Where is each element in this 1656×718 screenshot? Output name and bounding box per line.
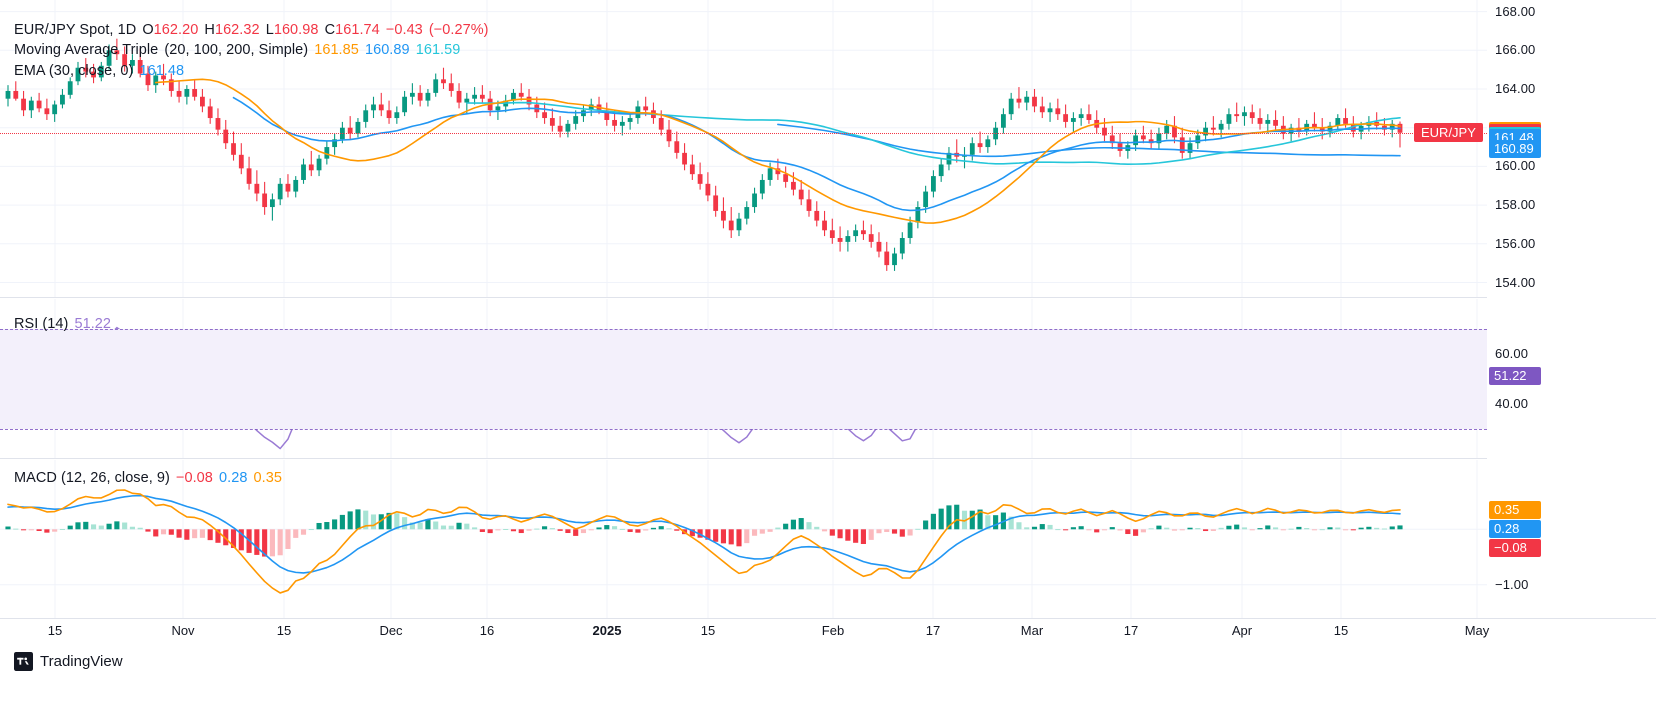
macd-line-value: 0.35 [253, 470, 282, 486]
price-axis-tick: 166.00 [1495, 42, 1536, 58]
time-axis-label: Dec [379, 623, 403, 638]
rsi-axis-tick: 60.00 [1495, 346, 1529, 361]
macd-legend-name: MACD (12, 26, close, 9) [14, 470, 170, 486]
rsi-overbought-line [0, 329, 1487, 330]
price-axis-value-tag: 160.89 [1489, 140, 1541, 159]
time-axis[interactable]: 15 Nov 15 Dec 16 2025 15 Feb 17 Mar 17 Apr 15 May [0, 619, 1656, 649]
legend-close-value: 161.74 [335, 22, 380, 38]
price-axis-tick: 156.00 [1495, 235, 1536, 251]
ma-legend-name: Moving Average Triple [14, 42, 159, 58]
legend-low-value: 160.98 [273, 22, 319, 38]
time-axis-label: 15 [47, 623, 63, 638]
rsi-axis[interactable]: 60.00 40.00 51.22 [1487, 299, 1656, 459]
symbol-legend[interactable]: EUR/JPY Spot, 1D O162.20 H162.32 L160.98… [14, 22, 489, 38]
tradingview-branding[interactable]: TradingView [14, 652, 123, 671]
pane-divider-rsi-macd [0, 458, 1487, 459]
macd-axis-tick: −1.00 [1495, 576, 1529, 592]
current-price-line [0, 132, 1487, 134]
time-axis-label: 17 [925, 623, 941, 638]
time-axis-label: Mar [1020, 623, 1044, 638]
symbol-price-tag: EUR/JPY [1414, 122, 1483, 142]
time-axis-label: 15 [1333, 623, 1349, 638]
ma-indicator-legend[interactable]: Moving Average Triple (20, 100, 200, Sim… [14, 42, 460, 58]
tradingview-logo-icon [14, 652, 33, 671]
ema-value: 161.48 [139, 63, 185, 79]
price-axis-tick: 164.00 [1495, 81, 1536, 96]
macd-series-svg [0, 460, 1487, 618]
ema-indicator-legend[interactable]: EMA (30, close, 0) 161.48 [14, 63, 184, 79]
time-axis-label: Nov [171, 623, 195, 638]
time-axis-label: 15 [276, 623, 292, 638]
price-pane[interactable]: EUR/JPY 168.00166.00164.00162.00160.0015… [0, 0, 1656, 298]
macd-indicator-legend[interactable]: MACD (12, 26, close, 9) −0.08 0.28 0.35 [14, 470, 282, 486]
price-axis[interactable]: 168.00166.00164.00162.00160.00158.00156.… [1487, 0, 1656, 298]
ma-value-100: 160.89 [364, 42, 410, 58]
rsi-oversold-line [0, 429, 1487, 430]
legend-high-label: H [204, 22, 215, 38]
ma-value-20: 161.85 [314, 42, 359, 58]
time-axis-label: 16 [479, 623, 495, 638]
ema-legend-name: EMA (30, close, 0) [14, 63, 134, 79]
rsi-plot-area[interactable] [0, 299, 1487, 459]
legend-low-label: L [265, 22, 274, 38]
legend-change-percent: (−0.27%) [428, 22, 489, 38]
legend-open-value: 162.20 [153, 22, 199, 38]
rsi-indicator-legend[interactable]: RSI (14) 51.22 [14, 316, 111, 332]
macd-axis-value-tag: −0.08 [1489, 538, 1541, 557]
macd-axis[interactable]: −1.00 0.35 0.28 −0.08 [1487, 460, 1656, 618]
time-axis-label: 15 [700, 623, 716, 638]
price-axis-tick: 154.00 [1495, 274, 1536, 290]
legend-open-label: O [142, 22, 154, 38]
macd-axis-value-tag: 0.35 [1489, 500, 1541, 519]
price-axis-tick: 160.00 [1495, 158, 1536, 174]
legend-close-label: C [324, 22, 336, 38]
price-series-svg [0, 0, 1487, 298]
time-axis-label: Feb [821, 623, 845, 638]
pane-divider-price-rsi [0, 297, 1487, 298]
time-axis-label: 2025 [592, 623, 622, 638]
rsi-pane[interactable]: 60.00 40.00 51.22 RSI (14) 51.22 [0, 299, 1656, 459]
rsi-value: 51.22 [74, 316, 112, 332]
price-axis-tick: 168.00 [1495, 3, 1536, 19]
legend-high-value: 162.32 [214, 22, 260, 38]
time-axis-border [0, 618, 1656, 619]
ma-value-200: 161.59 [415, 42, 461, 58]
rsi-axis-value-tag: 51.22 [1489, 367, 1541, 385]
macd-signal-value: 0.28 [219, 470, 248, 486]
legend-change: −0.43 [385, 22, 423, 38]
macd-axis-value-tag: 0.28 [1489, 519, 1541, 538]
legend-symbol-title: EUR/JPY Spot, 1D [14, 22, 137, 38]
rsi-axis-tick: 40.00 [1495, 396, 1529, 411]
tradingview-wordmark: TradingView [40, 653, 123, 670]
ma-legend-params: (20, 100, 200, Simple) [164, 42, 309, 58]
price-axis-tick: 158.00 [1495, 197, 1536, 213]
time-axis-label: Apr [1231, 623, 1253, 638]
macd-pane[interactable]: −1.00 0.35 0.28 −0.08 MACD (12, 26, close, … [0, 460, 1656, 618]
macd-plot-area[interactable] [0, 460, 1487, 618]
macd-histogram-value: −0.08 [175, 470, 213, 486]
time-axis-label: 17 [1123, 623, 1139, 638]
rsi-legend-name: RSI (14) [14, 316, 69, 332]
rsi-band-fill [0, 329, 1487, 429]
time-axis-label: May [1464, 623, 1490, 638]
price-plot-area[interactable]: EUR/JPY [0, 0, 1487, 298]
